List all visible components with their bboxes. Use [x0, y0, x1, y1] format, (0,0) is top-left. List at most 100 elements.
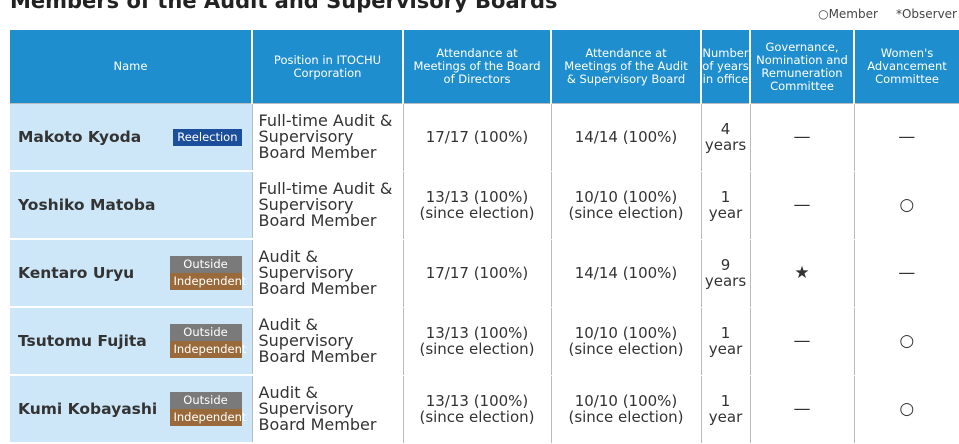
position-line: Audit & [258, 247, 319, 266]
badge: Independent [169, 272, 246, 290]
member-name: Makoto Kyoda [18, 127, 142, 146]
name-cell: Outside Independent Kentaro Uryu [10, 238, 252, 308]
women-mark: — [898, 127, 916, 148]
header-line: Advancement [867, 59, 947, 73]
badges: Outside Independent [169, 323, 246, 358]
badge: Reelection [173, 128, 242, 146]
women-cell: ○ [853, 374, 959, 444]
column-header: Name [10, 30, 252, 104]
audit-line: 14/14 (100%) [574, 128, 678, 147]
position-cell: Audit & Supervisory Board Member [251, 306, 403, 376]
header-line: Governance, [765, 39, 839, 54]
years-line: 1 [720, 392, 731, 410]
years-cell: 1 year [700, 170, 750, 240]
governance-mark: — [793, 195, 811, 215]
badge: Outside [169, 255, 242, 273]
legend: ○Member *Observer [800, 7, 957, 21]
legend-observer: *Observer [895, 7, 957, 21]
table-body: Reelection Makoto Kyoda Full-time Audit & S… [10, 103, 959, 444]
position-cell: Full-time Audit & Supervisory Board Member [251, 103, 403, 172]
board-line: (since election) [419, 340, 535, 358]
badges: Reelection [173, 128, 242, 146]
audit-cell: 14/14 (100%) [550, 238, 701, 308]
years-line: 1 [720, 324, 731, 342]
column-header: Women's Advancement Committee [853, 30, 959, 104]
years-line: year [708, 204, 743, 222]
position-cell: Audit & Supervisory Board Member [251, 374, 403, 444]
member-name: Tsutomu Fujita [18, 332, 147, 351]
governance-cell: — [749, 306, 854, 376]
position-line: Board Member [258, 415, 377, 434]
header-line: Number [702, 46, 749, 60]
header-line: Committee [770, 78, 834, 93]
badges: Outside Independent [169, 391, 246, 426]
header-line: Corporation [293, 65, 362, 80]
women-mark: ○ [899, 195, 915, 215]
members-table: Name Position in ITOCHU Corporation Attenda… [10, 30, 959, 444]
header-row: Name Position in ITOCHU Corporation Attenda… [10, 30, 959, 104]
position-line: Board Member [258, 211, 377, 230]
governance-mark: — [793, 331, 811, 351]
board-cell: 13/13 (100%) (since election) [402, 170, 551, 240]
board-line: 13/13 (100%) [425, 324, 529, 342]
member-row: Reelection Makoto Kyoda Full-time Audit & S… [10, 103, 959, 172]
audit-line: 10/10 (100%) [574, 324, 678, 342]
board-line: 17/17 (100%) [425, 264, 529, 282]
position-cell: Audit & Supervisory Board Member [251, 238, 403, 308]
column-header: Position in ITOCHU Corporation [251, 30, 403, 104]
women-cell: ○ [853, 306, 959, 376]
member-row: Outside Independent Kumi Kobayashi Audit & S… [10, 374, 959, 444]
position-line: Supervisory [258, 331, 354, 350]
position-cell: Full-time Audit & Supervisory Board Member [251, 170, 403, 240]
audit-cell: 10/10 (100%) (since election) [550, 306, 701, 376]
member-name: Kumi Kobayashi [18, 400, 158, 419]
badge: Outside [169, 323, 242, 341]
header-line: Committee [875, 72, 939, 86]
position-line: Supervisory [258, 127, 354, 147]
position-line: Supervisory [258, 263, 354, 282]
audit-line: 10/10 (100%) [574, 392, 678, 410]
governance-mark: — [793, 127, 811, 148]
audit-cell: 10/10 (100%) (since election) [550, 374, 701, 444]
name-cell: Yoshiko Matoba [10, 170, 252, 240]
board-cell: 17/17 (100%) [402, 103, 551, 172]
position-line: Board Member [258, 347, 377, 366]
board-cell: 13/13 (100%) (since election) [402, 374, 551, 444]
header-line: Position in ITOCHU [273, 52, 382, 67]
header-line: Meetings of the Board [413, 59, 541, 73]
position-line: Supervisory [258, 399, 354, 418]
member-name: Yoshiko Matoba [18, 196, 156, 215]
board-line: 13/13 (100%) [425, 392, 529, 410]
years-line: year [708, 408, 743, 426]
title: Members of the Audit and Supervisory Boa… [10, 0, 558, 13]
header-line: in office [702, 72, 749, 86]
women-cell: ○ [853, 170, 959, 240]
audit-line: (since election) [568, 408, 684, 426]
name-cell: Outside Independent Kumi Kobayashi [10, 374, 252, 444]
years-line: year [708, 340, 743, 358]
header-line: of years [702, 59, 749, 73]
header-line: & Supervisory Board [566, 72, 686, 86]
governance-mark: ★ [794, 263, 810, 283]
member-name: Kentaro Uryu [18, 264, 135, 283]
badges: Outside Independent [169, 255, 246, 290]
badge: Independent [169, 408, 246, 426]
governance-cell: — [749, 374, 854, 444]
member-row: Outside Independent Kentaro Uryu Audit & Sup… [10, 238, 959, 308]
audit-cell: 14/14 (100%) [550, 103, 701, 172]
header-line: Nomination and [756, 52, 848, 67]
years-cell: 4 years [700, 103, 750, 172]
years-line: 1 [720, 188, 731, 206]
header-line: Attendance at [585, 46, 667, 60]
women-mark: — [898, 263, 916, 283]
audit-line: (since election) [568, 204, 684, 222]
badge: Independent [169, 340, 246, 358]
member-row: Yoshiko Matoba Full-time Audit & Superviso… [10, 170, 959, 240]
header-line: Meetings of the Audit [564, 59, 688, 73]
badge: Outside [169, 391, 242, 409]
header-line: Attendance at [436, 46, 518, 60]
column-header: Attendance at Meetings of the Audit & Supe… [550, 30, 701, 104]
years-cell: 1 year [700, 306, 750, 376]
women-mark: ○ [899, 399, 915, 419]
years-cell: 1 year [700, 374, 750, 444]
